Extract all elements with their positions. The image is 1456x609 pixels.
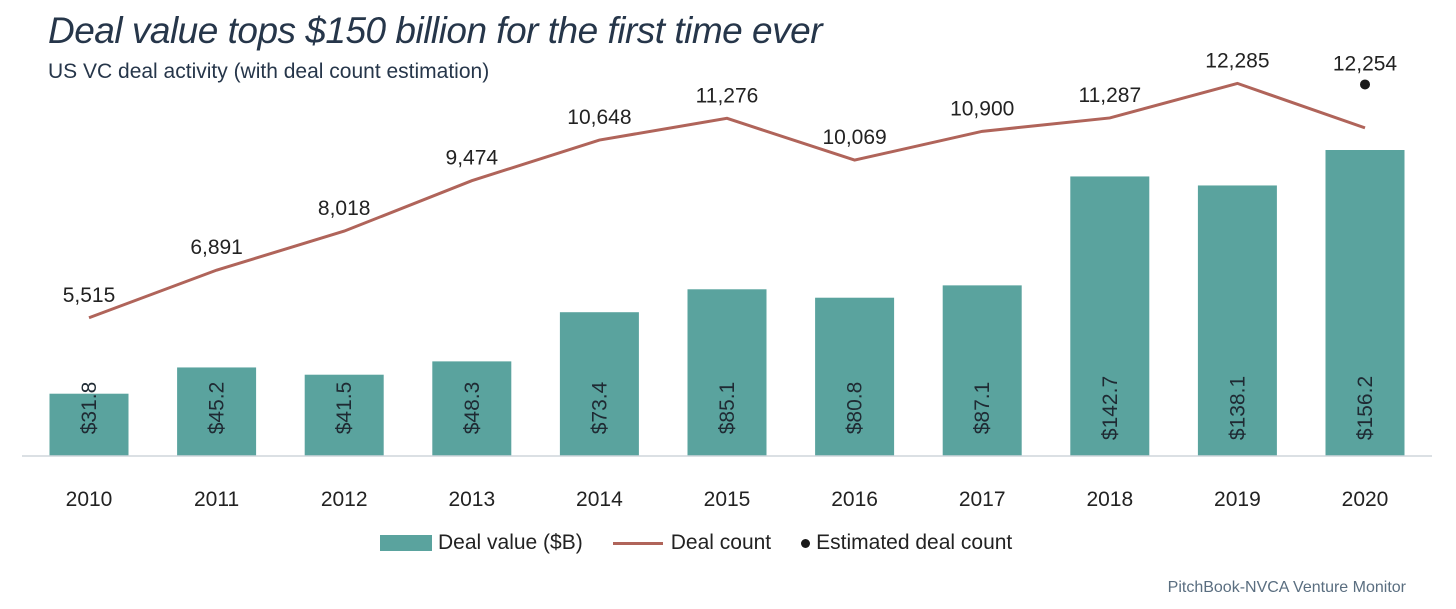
bar-2013 — [432, 361, 512, 456]
legend-label-deal-value: Deal value ($B) — [438, 531, 583, 554]
legend-item-deal-value: Deal value ($B) — [380, 531, 583, 555]
x-tick-2016: 2016 — [831, 488, 878, 511]
count-label-2015: 11,276 — [696, 84, 759, 107]
bar-2012 — [304, 374, 384, 456]
chart-subtitle: US VC deal activity (with deal count est… — [48, 60, 490, 83]
count-label-2016: 10,069 — [822, 126, 886, 149]
count-label-2012: 8,018 — [318, 197, 371, 220]
deal-count-line — [88, 81, 1366, 320]
estimated-label-2020: 12,254 — [1333, 52, 1398, 75]
count-label-2017: 10,900 — [950, 97, 1014, 120]
estimated-point-2020 — [1360, 79, 1370, 90]
count-label-2018: 11,287 — [1078, 84, 1141, 107]
x-tick-2010: 2010 — [66, 488, 113, 511]
x-tick-2019: 2019 — [1214, 488, 1261, 511]
legend: Deal value ($B) Deal count Estimated dea… — [380, 528, 1042, 558]
legend-item-deal-count: Deal count — [612, 531, 772, 555]
bar-2014 — [559, 312, 639, 456]
bar-label-2016: $80.8 — [844, 382, 867, 435]
legend-label-deal-count: Deal count — [670, 531, 772, 554]
estimated-group: 12,254 — [1333, 52, 1398, 90]
bar-label-2010: $31.8 — [78, 382, 101, 435]
bar-label-2020: $156.2 — [1354, 376, 1377, 440]
source-note: PitchBook-NVCA Venture Monitor — [1167, 579, 1406, 596]
x-tick-2012: 2012 — [321, 488, 368, 511]
bar-label-2017: $87.1 — [971, 382, 994, 435]
count-label-2014: 10,648 — [567, 106, 631, 129]
x-tick-2011: 2011 — [194, 488, 239, 511]
bar-label-2018: $142.7 — [1099, 376, 1122, 440]
x-tick-2018: 2018 — [1086, 488, 1133, 511]
chart-title: Deal value tops $150 billion for the fir… — [48, 10, 823, 51]
legend-swatch-dot — [801, 538, 811, 548]
legend-swatch-bar — [380, 535, 432, 551]
bar-label-2011: $45.2 — [206, 382, 229, 435]
x-tick-2014: 2014 — [576, 488, 623, 511]
bars-group — [49, 150, 1405, 457]
count-label-2019: 12,285 — [1205, 49, 1269, 72]
bar-label-2015: $85.1 — [716, 382, 739, 435]
bar-2020 — [1325, 150, 1405, 456]
bar-2011 — [177, 367, 257, 456]
x-tick-2015: 2015 — [704, 488, 751, 511]
count-label-2010: 5,515 — [63, 284, 116, 307]
x-tick-labels-group: 2010 2011 2012 2013 2014 2015 2016 2017 2018 2019… — [66, 488, 1389, 511]
bar-2016 — [815, 297, 895, 456]
x-tick-2020: 2020 — [1342, 488, 1389, 511]
count-label-2011: 6,891 — [190, 236, 243, 259]
count-label-2013: 9,474 — [446, 147, 499, 170]
x-tick-2017: 2017 — [959, 488, 1006, 511]
bar-labels-group: $31.8 $45.2 $41.5 $48.3 $73.4 $85.1 $80.8 $87.1… — [78, 376, 1377, 440]
bar-2017 — [942, 285, 1022, 456]
bar-label-2012: $41.5 — [333, 382, 356, 435]
legend-label-estimated: Estimated deal count — [816, 531, 1013, 554]
bar-label-2014: $73.4 — [588, 381, 611, 434]
legend-item-estimated: Estimated deal count — [801, 531, 1012, 555]
legend-swatch-line — [612, 541, 663, 545]
bar-label-2013: $48.3 — [461, 382, 484, 435]
bar-2019 — [1197, 185, 1277, 457]
count-labels-group: 5,515 6,891 8,018 9,474 10,648 11,276 10,069 10… — [63, 49, 1270, 306]
x-tick-2013: 2013 — [448, 488, 495, 511]
bar-2010 — [49, 393, 129, 456]
bar-label-2019: $138.1 — [1226, 376, 1249, 440]
bar-2018 — [1070, 176, 1150, 456]
bar-2015 — [687, 289, 767, 456]
